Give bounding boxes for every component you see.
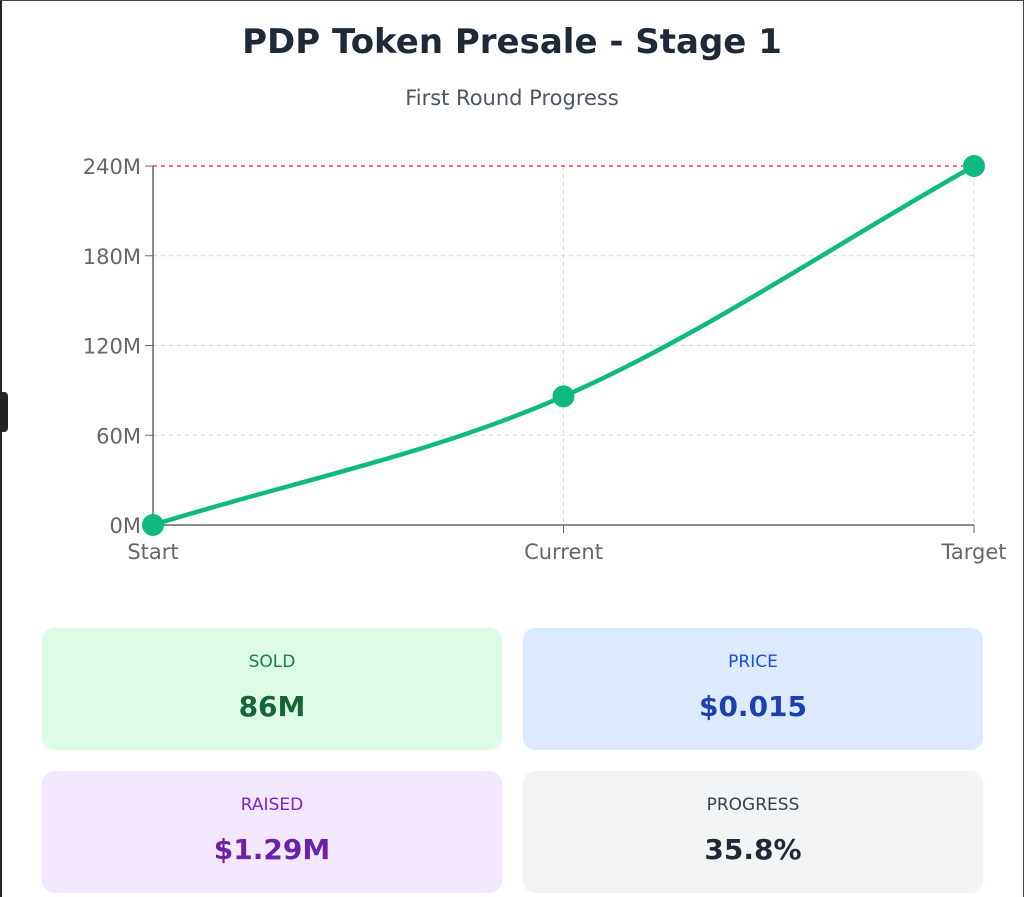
x-tick-label: Target (941, 540, 1007, 564)
data-point (552, 385, 575, 408)
x-tick-label: Start (127, 540, 178, 564)
y-tick-label: 180M (83, 245, 141, 269)
chart-title: PDP Token Presale - Stage 1 (242, 22, 782, 62)
window-border-top (0, 0, 1024, 1)
stat-card-price: PRICE $0.015 (523, 628, 983, 750)
side-handle[interactable] (0, 392, 8, 432)
stat-label: SOLD (248, 652, 296, 672)
chart-subtitle: First Round Progress (405, 86, 619, 110)
stat-card-raised: RAISED $1.29M (42, 771, 502, 893)
stat-card-sold: SOLD 86M (42, 628, 502, 750)
line-chart: 0M 60M 120M 180M 240M Start Current Target (83, 155, 1007, 564)
stat-label: PROGRESS (706, 795, 800, 815)
y-tick-label: 0M (110, 514, 141, 538)
stat-value: 86M (238, 690, 306, 723)
window-border (0, 0, 2, 897)
y-tick-label: 120M (83, 335, 141, 359)
stat-label: PRICE (728, 652, 778, 672)
stat-value: 35.8% (704, 833, 802, 866)
stat-value: $1.29M (213, 833, 331, 866)
data-point (963, 155, 985, 177)
y-tick-label: 60M (96, 424, 141, 448)
stat-value: $0.015 (698, 690, 808, 723)
stat-card-progress: PROGRESS 35.8% (523, 771, 983, 893)
stat-label: RAISED (240, 795, 304, 815)
y-tick-label: 240M (83, 155, 141, 179)
x-tick-label: Current (524, 540, 603, 564)
data-point (142, 514, 164, 536)
